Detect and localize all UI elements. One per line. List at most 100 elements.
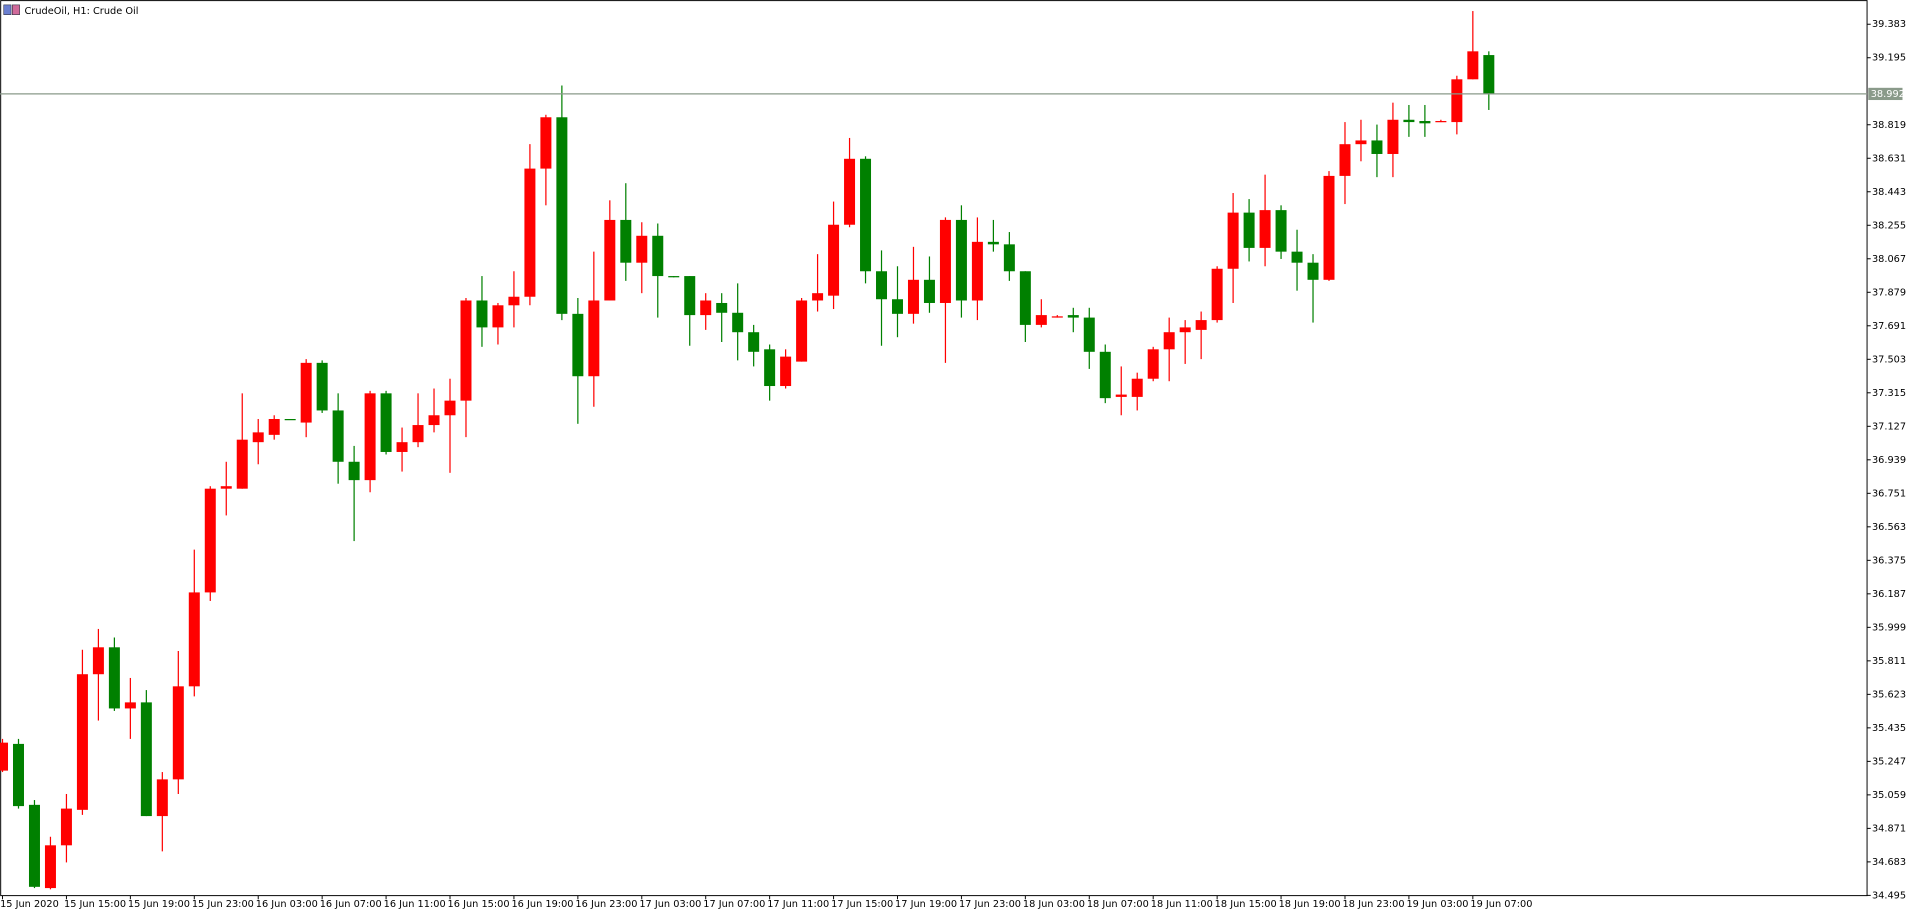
x-tick-label: 16 Jun 15:00 xyxy=(448,899,510,910)
candle-body xyxy=(508,296,520,306)
candle-body xyxy=(1131,378,1143,397)
x-tick-label: 15 Jun 15:00 xyxy=(64,899,126,910)
x-tick-label: 18 Jun 19:00 xyxy=(1279,899,1341,910)
candle-body xyxy=(1195,320,1207,330)
candle-body xyxy=(1211,268,1223,321)
candle-body xyxy=(987,241,999,245)
candle-body xyxy=(188,592,200,687)
candle-body xyxy=(268,419,280,435)
candle-body xyxy=(556,117,568,314)
candle-body xyxy=(428,415,440,426)
candle-body xyxy=(668,276,680,278)
x-tick-label: 18 Jun 07:00 xyxy=(1087,899,1149,910)
candle-body xyxy=(140,702,152,817)
x-tick-label: 15 Jun 23:00 xyxy=(192,899,254,910)
x-tick-label: 16 Jun 03:00 xyxy=(256,899,318,910)
candle-body xyxy=(0,742,9,771)
candle-body xyxy=(1035,315,1047,325)
candle-body xyxy=(588,300,600,377)
candle-body xyxy=(1067,315,1079,318)
candle-body xyxy=(76,674,88,810)
y-tick-label: 34.495 xyxy=(1872,890,1906,901)
x-tick-label: 18 Jun 03:00 xyxy=(1023,899,1085,910)
candle-body xyxy=(1275,210,1287,252)
candle-body xyxy=(812,293,824,301)
candle-body xyxy=(939,219,951,303)
y-tick-label: 34.683 xyxy=(1872,857,1906,868)
x-tick-label: 18 Jun 23:00 xyxy=(1343,899,1405,910)
candle-body xyxy=(1339,144,1351,176)
chart-title: CrudeOil, H1: Crude Oil xyxy=(25,6,139,17)
candle-body xyxy=(955,219,967,301)
candle-body xyxy=(524,168,536,297)
candle-body xyxy=(1259,210,1271,248)
x-tick-label: 15 Jun 2020 xyxy=(0,899,59,910)
y-tick-label: 38.067 xyxy=(1872,254,1906,265)
candle-body xyxy=(492,305,504,328)
y-tick-label: 38.819 xyxy=(1872,120,1906,131)
candle-body xyxy=(1179,327,1191,333)
candle-body xyxy=(412,425,424,443)
y-tick-label: 37.503 xyxy=(1872,354,1906,365)
y-tick-label: 35.059 xyxy=(1872,790,1906,801)
candle-body xyxy=(572,313,584,377)
candle-body xyxy=(284,419,296,421)
candle-body xyxy=(780,356,792,387)
candle-body xyxy=(860,158,872,272)
y-tick-label: 35.623 xyxy=(1872,689,1906,700)
candle-body xyxy=(28,804,40,887)
candle-body xyxy=(444,400,456,416)
candle-body xyxy=(364,393,376,481)
candle-body xyxy=(1435,121,1447,123)
candle-body xyxy=(1371,140,1383,154)
candle-body xyxy=(1019,271,1031,325)
candle-body xyxy=(108,647,120,709)
candle-body xyxy=(1323,175,1335,280)
candle-body xyxy=(316,362,328,411)
candle-body xyxy=(1403,119,1415,123)
y-tick-label: 38.443 xyxy=(1872,187,1906,198)
candle-body xyxy=(844,158,856,225)
y-tick-label: 37.691 xyxy=(1872,321,1906,332)
y-tick-label: 36.375 xyxy=(1872,555,1906,566)
candle-body xyxy=(1243,212,1255,248)
candle-body xyxy=(732,312,744,333)
candle-body xyxy=(236,439,248,489)
candle-body xyxy=(124,702,136,709)
x-tick-label: 15 Jun 19:00 xyxy=(128,899,190,910)
candle-body xyxy=(348,461,360,481)
y-tick-label: 36.187 xyxy=(1872,589,1906,600)
candle-body xyxy=(971,241,983,301)
candle-body xyxy=(332,410,344,462)
candle-body xyxy=(172,686,184,780)
x-tick-label: 19 Jun 03:00 xyxy=(1406,899,1468,910)
candle-body xyxy=(620,219,632,263)
candle-body xyxy=(796,300,808,362)
candle-body xyxy=(1291,251,1303,263)
y-tick-label: 35.999 xyxy=(1872,622,1906,633)
candle-body xyxy=(1451,79,1463,123)
symbol-icon xyxy=(3,4,20,15)
x-tick-label: 18 Jun 15:00 xyxy=(1215,899,1277,910)
candle-body xyxy=(1467,51,1479,80)
candle-body xyxy=(764,349,776,387)
candle-body xyxy=(1147,349,1159,379)
x-tick-label: 17 Jun 19:00 xyxy=(895,899,957,910)
candle-body xyxy=(636,235,648,263)
candle-body xyxy=(204,488,216,593)
x-tick-label: 19 Jun 07:00 xyxy=(1470,899,1532,910)
y-tick-label: 35.811 xyxy=(1872,656,1906,667)
candle-body xyxy=(684,276,696,316)
candle-body xyxy=(44,845,56,889)
candle-body xyxy=(396,442,408,452)
x-tick-label: 17 Jun 11:00 xyxy=(767,899,829,910)
candle-body xyxy=(60,808,72,846)
current-price-label: 38.992 xyxy=(1871,89,1905,100)
candle-body xyxy=(1419,121,1431,124)
y-tick-label: 36.939 xyxy=(1872,455,1906,466)
candle-body xyxy=(716,302,728,313)
candle-body xyxy=(476,300,488,328)
x-tick-label: 18 Jun 11:00 xyxy=(1151,899,1213,910)
y-tick-label: 36.751 xyxy=(1872,488,1906,499)
